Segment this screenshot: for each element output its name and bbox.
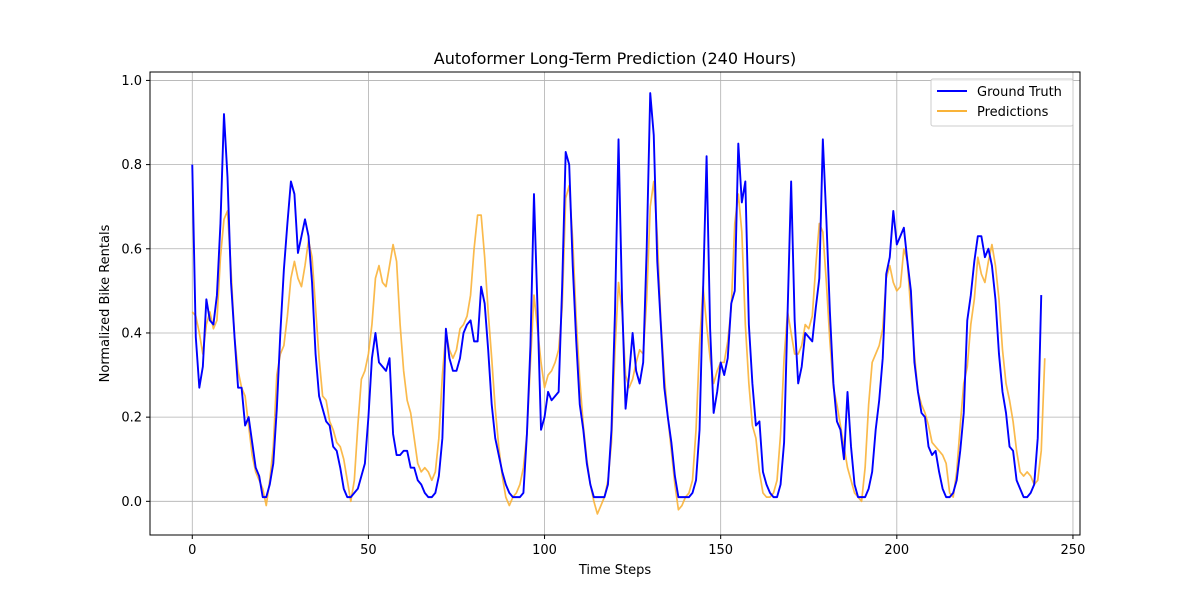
x-tick-label: 150 [708, 543, 733, 558]
chart-title: Autoformer Long-Term Prediction (240 Hou… [434, 49, 796, 68]
y-tick-label: 0.6 [121, 242, 142, 257]
x-tick-label: 0 [188, 543, 196, 558]
legend-label-ground-truth: Ground Truth [977, 85, 1062, 100]
y-tick-label: 0.4 [121, 326, 142, 341]
ticks: 0 50 100 150 200 250 0.0 0.2 0.4 0.6 0.8 1.0 [121, 74, 1085, 558]
predictions-line [191, 180, 1046, 515]
x-tick-label: 200 [884, 543, 909, 558]
series-group [191, 92, 1046, 515]
y-tick-label: 1.0 [121, 74, 142, 89]
x-axis-title: Time Steps [578, 563, 652, 578]
x-tick-label: 250 [1061, 543, 1086, 558]
x-tick-label: 100 [532, 543, 557, 558]
y-tick-label: 0.2 [121, 411, 142, 426]
y-axis-title: Normalized Bike Rentals [98, 224, 113, 382]
x-tick-label: 50 [360, 543, 377, 558]
y-tick-label: 0.0 [121, 495, 142, 510]
legend: Ground Truth Predictions [930, 78, 1074, 127]
ground-truth-line [191, 92, 1043, 499]
grid [150, 72, 1080, 535]
y-tick-label: 0.8 [121, 158, 142, 173]
legend-label-predictions: Predictions [977, 105, 1049, 120]
plot-frame [149, 71, 1081, 536]
